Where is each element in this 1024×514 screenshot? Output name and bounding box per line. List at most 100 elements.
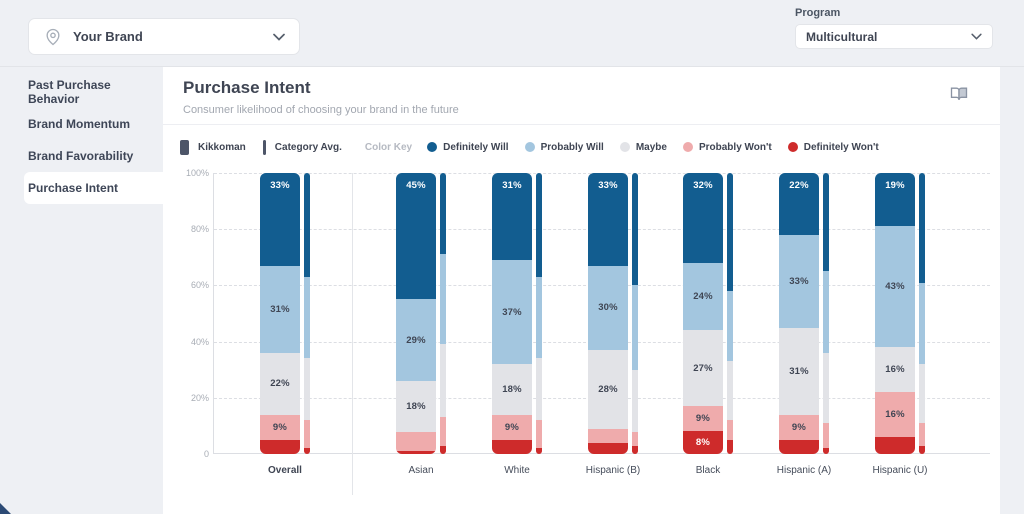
- legend-key-label: Maybe: [635, 141, 667, 153]
- bar-segment-probably-won-t: 16%: [875, 392, 915, 438]
- segment-value-label: 16%: [885, 364, 905, 376]
- bar-segment-probably-won-t: [919, 423, 925, 446]
- bar-segment-probably-will: [823, 271, 829, 353]
- bar-segment-definitely-won-t: [919, 445, 925, 454]
- bar-segment-probably-won-t: 9%: [683, 406, 723, 432]
- x-axis-label-hispanic-u-: Hispanic (U): [872, 465, 928, 476]
- bar-segment-probably-won-t: 9%: [779, 414, 819, 440]
- bar-segment-maybe: 18%: [492, 364, 532, 415]
- segment-value-label: 43%: [885, 281, 905, 293]
- bar-segment-definitely-will: [440, 173, 446, 255]
- corner-accent: [0, 503, 11, 514]
- kikkoman-bar: 32% 24% 27% 9% 8%: [683, 173, 723, 454]
- bar-segment-definitely-won-t: [588, 442, 628, 454]
- segment-value-label: 22%: [789, 180, 809, 191]
- bar-segment-maybe: 18%: [396, 380, 436, 432]
- kikkoman-bar: 22% 33% 31% 9%: [779, 173, 819, 454]
- segment-value-label: 22%: [270, 378, 290, 390]
- x-axis-label-hispanic-a-: Hispanic (A): [776, 465, 832, 476]
- brand-legend-label: Kikkoman: [198, 141, 246, 153]
- bar-segment-probably-will: 31%: [260, 265, 300, 353]
- category-avg-legend-label: Category Avg.: [274, 141, 342, 153]
- right-gutter: [1000, 67, 1024, 514]
- segment-value-label: 24%: [693, 291, 713, 303]
- bar-segment-probably-won-t: [304, 420, 310, 449]
- kikkoman-bar: 33% 30% 28%: [588, 173, 628, 454]
- segment-value-label: 31%: [270, 303, 290, 315]
- segment-value-label: 33%: [598, 180, 618, 191]
- panel-header: Purchase Intent Consumer likelihood of c…: [163, 67, 1000, 125]
- sidebar-item-past-purchase-behavior[interactable]: Past Purchase Behavior: [28, 78, 111, 106]
- bar-segment-probably-will: 30%: [588, 265, 628, 351]
- program-dropdown[interactable]: Multicultural: [795, 24, 993, 49]
- y-axis-tick: 100%: [185, 168, 209, 178]
- bar-segment-maybe: [919, 364, 925, 424]
- category-avg-bar: [632, 173, 638, 454]
- bar-segment-definitely-will: 33%: [588, 173, 628, 266]
- segment-value-label: 9%: [791, 421, 807, 433]
- kikkoman-bar: 31% 37% 18% 9%: [492, 173, 532, 454]
- y-axis-tick: 20%: [190, 392, 209, 403]
- bar-segment-definitely-will: [919, 173, 925, 283]
- category-avg-bar: [536, 173, 542, 454]
- bar-group-hispanic-a-: 22% 33% 31% 9%: [779, 173, 829, 454]
- program-label: Program: [795, 7, 841, 19]
- bar-segment-probably-will: 43%: [875, 226, 915, 348]
- segment-value-label: 9%: [695, 413, 711, 425]
- bar-segment-definitely-won-t: [304, 448, 310, 454]
- chart-legend: Kikkoman Category Avg. Color Key Definit…: [180, 137, 1000, 157]
- segment-value-label: 27%: [693, 362, 713, 374]
- color-key-label: Color Key: [364, 141, 413, 153]
- sidebar-item-brand-favorability[interactable]: Brand Favorability: [28, 149, 134, 163]
- sidebar-item-brand-momentum[interactable]: Brand Momentum: [28, 117, 130, 131]
- bar-segment-probably-won-t: [440, 417, 446, 446]
- program-selector: Program Multicultural: [795, 7, 993, 49]
- bar-segment-probably-will: [727, 291, 733, 362]
- segment-value-label: 18%: [406, 400, 426, 412]
- bar-segment-definitely-won-t: [260, 439, 300, 454]
- legend-key-label: Probably Won't: [698, 141, 772, 153]
- kikkoman-bar: 19% 43% 16% 16%: [875, 173, 915, 454]
- segment-value-label: 33%: [270, 180, 290, 191]
- segment-value-label: 19%: [885, 180, 905, 191]
- bar-segment-probably-will: 37%: [492, 260, 532, 365]
- bar-segment-definitely-won-t: 8%: [683, 431, 723, 454]
- segment-value-label: 31%: [789, 365, 809, 377]
- top-bar: Your Brand Program Multicultural: [0, 0, 1024, 66]
- bar-segment-definitely-will: 45%: [396, 173, 436, 300]
- kikkoman-bar: 45% 29% 18%: [396, 173, 436, 454]
- legend-key-definitely-will: Definitely Will: [427, 142, 509, 153]
- glossary-book-icon[interactable]: [948, 83, 970, 105]
- bar-segment-maybe: [727, 361, 733, 421]
- bar-group-white: 31% 37% 18% 9%: [492, 173, 542, 454]
- bar-segment-probably-won-t: 9%: [260, 414, 300, 440]
- bar-segment-maybe: [304, 358, 310, 421]
- overall-separator-line: [352, 173, 353, 495]
- segment-value-label: 31%: [502, 180, 522, 191]
- bar-segment-definitely-won-t: [875, 437, 915, 454]
- legend-dot: [427, 142, 438, 152]
- bar-segment-probably-will: [919, 282, 925, 365]
- location-pin-icon: [43, 27, 63, 47]
- segment-value-label: 29%: [406, 334, 426, 346]
- brand-bar-swatch: [180, 139, 189, 155]
- bar-segment-definitely-won-t: [632, 445, 638, 454]
- main-panel: Purchase Intent Consumer likelihood of c…: [163, 67, 1000, 514]
- bar-segment-definitely-will: [823, 173, 829, 272]
- bar-segment-definitely-will: [304, 173, 310, 277]
- sidebar-item-purchase-intent[interactable]: Purchase Intent: [24, 172, 163, 204]
- legend-dot: [524, 142, 535, 152]
- category-avg-swatch: [262, 139, 266, 155]
- bar-group-asian: 45% 29% 18%: [396, 173, 446, 454]
- legend-dot: [787, 142, 798, 152]
- brand-selector-dropdown[interactable]: Your Brand: [28, 18, 300, 55]
- bar-segment-probably-will: [304, 276, 310, 359]
- segment-value-label: 8%: [695, 437, 711, 449]
- bar-segment-probably-won-t: [396, 431, 436, 452]
- bar-segment-definitely-will: [632, 173, 638, 286]
- bar-segment-probably-will: 24%: [683, 262, 723, 331]
- bar-group-hispanic-b-: 33% 30% 28%: [588, 173, 638, 454]
- category-avg-bar: [440, 173, 446, 454]
- bar-segment-definitely-will: [727, 173, 733, 292]
- bar-segment-probably-won-t: [823, 423, 829, 449]
